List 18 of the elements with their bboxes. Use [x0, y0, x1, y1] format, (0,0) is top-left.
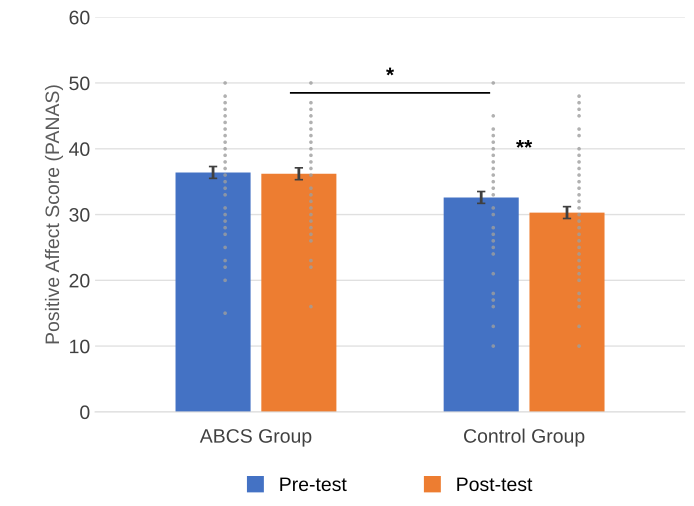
- y-tick-label: 30: [69, 208, 90, 222]
- annotation: **: [516, 140, 532, 148]
- legend-label: Post-test: [457, 478, 532, 492]
- y-tick-label: 50: [69, 76, 90, 90]
- y-tick-label: 0: [80, 405, 90, 420]
- bar: [261, 174, 336, 412]
- bar: [176, 172, 251, 412]
- y-axis-title: Positive Affect Score (PANAS): [44, 85, 64, 344]
- bar: [444, 197, 519, 412]
- bar: [529, 212, 605, 412]
- x-tick-label: Control Group: [464, 428, 584, 447]
- annotation: *: [386, 68, 394, 76]
- y-tick-label: 10: [70, 340, 90, 354]
- x-tick-label: ABCS Group: [200, 429, 312, 447]
- y-tick-label: 20: [70, 274, 90, 288]
- legend-label: Pre-test: [280, 478, 347, 492]
- y-tick-label: 40: [69, 142, 90, 156]
- y-tick-label: 60: [70, 10, 90, 24]
